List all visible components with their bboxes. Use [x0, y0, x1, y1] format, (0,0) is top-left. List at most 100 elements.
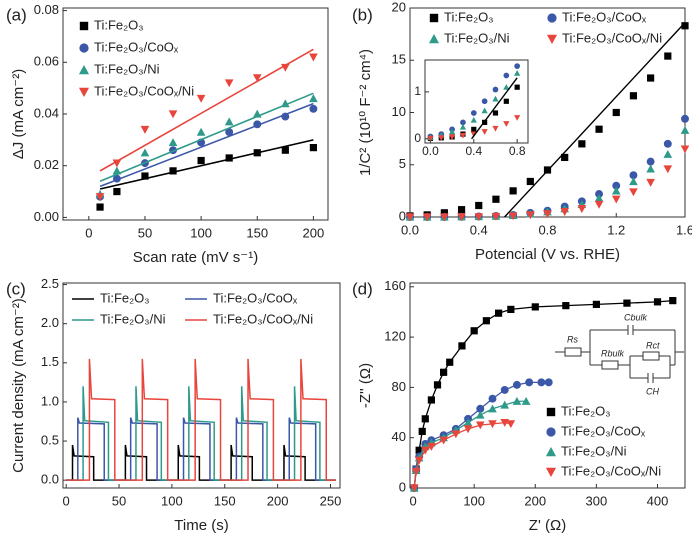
marker	[440, 368, 448, 376]
marker	[500, 385, 509, 394]
x-tick-label: 0.0	[422, 144, 439, 158]
marker	[512, 380, 521, 389]
circuit-label: CH	[646, 386, 659, 396]
legend-label: Ti:Fe₂O₃/CoOₓ/Ni	[561, 463, 661, 478]
fit-line	[99, 102, 314, 188]
legend-swatch	[546, 427, 556, 437]
marker	[500, 419, 510, 427]
marker	[433, 381, 442, 389]
marker	[562, 302, 570, 310]
series-line	[66, 417, 336, 481]
marker	[488, 404, 497, 413]
legend-swatch	[546, 34, 558, 45]
y-axis-label: ΔJ (mA cm⁻²)	[10, 69, 27, 159]
marker	[309, 94, 318, 103]
legend-swatch	[79, 21, 89, 31]
marker	[629, 188, 638, 197]
marker	[470, 327, 478, 335]
marker	[475, 421, 485, 430]
marker	[414, 456, 424, 465]
marker	[506, 420, 516, 429]
marker	[503, 98, 509, 104]
x-axis-label: Z' (Ω)	[529, 517, 566, 534]
y-tick-label: 0.04	[34, 105, 59, 120]
y-tick-label: 1.5	[41, 354, 59, 369]
y-tick-label: 120	[384, 329, 406, 344]
legend-label: Ti:Fe₂O₃/Ni	[444, 30, 510, 45]
marker	[418, 427, 426, 436]
y-tick-label: 80	[392, 379, 406, 394]
marker	[252, 109, 262, 118]
legend-label: Ti:Fe₂O₃/Ni	[561, 443, 627, 458]
panel-label: (b)	[352, 5, 373, 24]
marker	[594, 193, 604, 202]
x-tick-label: 250	[320, 493, 342, 508]
marker	[470, 110, 477, 116]
marker	[560, 208, 570, 217]
marker	[481, 129, 488, 135]
marker	[281, 63, 290, 72]
x-tick-label: 50	[138, 225, 152, 240]
marker	[427, 396, 435, 404]
marker	[646, 157, 655, 166]
series-line	[66, 358, 336, 481]
legend-label: Ti:Fe₂O₃	[561, 403, 611, 418]
x-tick-label: 200	[303, 225, 325, 240]
marker	[141, 172, 149, 180]
x-tick-label: 150	[246, 225, 268, 240]
marker	[112, 166, 122, 175]
marker	[525, 378, 534, 387]
legend-label: Ti:Fe₂O₃/CoOₓ	[94, 39, 179, 54]
circuit-label: Cbulk	[624, 312, 648, 322]
marker	[482, 317, 490, 325]
marker	[503, 84, 510, 90]
marker	[629, 177, 638, 186]
marker	[514, 63, 521, 69]
x-tick-label: 0	[63, 493, 70, 508]
legend-label: Ti:Fe₂O₃/Ni	[94, 61, 160, 76]
marker	[492, 195, 500, 203]
marker	[169, 167, 177, 175]
marker	[492, 110, 499, 116]
series-line	[66, 386, 336, 481]
y-tick-label: 160	[384, 278, 406, 293]
y-axis-label: Current density (mA cm⁻²)	[10, 298, 27, 473]
marker	[509, 187, 517, 195]
fit-line	[99, 92, 314, 182]
y-axis-label: -Z'' (Ω)	[357, 363, 374, 408]
marker	[474, 213, 484, 222]
circuit-label: Rbulk	[601, 348, 625, 358]
marker	[113, 187, 121, 196]
circuit-label: Rct	[646, 340, 660, 350]
marker	[281, 112, 290, 121]
marker	[663, 165, 673, 174]
marker	[252, 74, 262, 83]
legend-label: Ti:Fe₂O₃/CoOₓ	[213, 290, 298, 305]
marker	[427, 442, 436, 451]
marker	[646, 178, 655, 187]
marker	[526, 177, 534, 186]
marker	[680, 145, 690, 154]
marker	[309, 104, 318, 113]
marker	[663, 149, 673, 158]
marker	[225, 128, 234, 137]
marker	[420, 446, 430, 455]
x-axis-label: Scan rate (mV s⁻¹)	[133, 249, 258, 266]
plot-frame	[409, 282, 686, 489]
marker	[224, 79, 234, 88]
x-axis-label: Potencial (V vs. RHE)	[475, 246, 620, 263]
x-tick-label: 200	[524, 493, 546, 508]
legend-label: Ti:Fe₂O₃/CoOₓ/Ni	[213, 311, 313, 326]
y-tick-label: 0.5	[41, 432, 59, 447]
legend-swatch	[428, 33, 440, 44]
marker	[481, 98, 488, 105]
marker	[476, 404, 485, 413]
marker	[470, 116, 477, 123]
marker	[446, 358, 454, 366]
legend-label: Ti:Fe₂O₃/Ni	[100, 311, 166, 326]
y-tick-label: 5	[399, 156, 406, 171]
x-tick-label: 1.6	[676, 222, 692, 237]
legend-swatch	[78, 87, 90, 98]
legend-swatch	[429, 13, 439, 23]
marker	[507, 305, 515, 314]
